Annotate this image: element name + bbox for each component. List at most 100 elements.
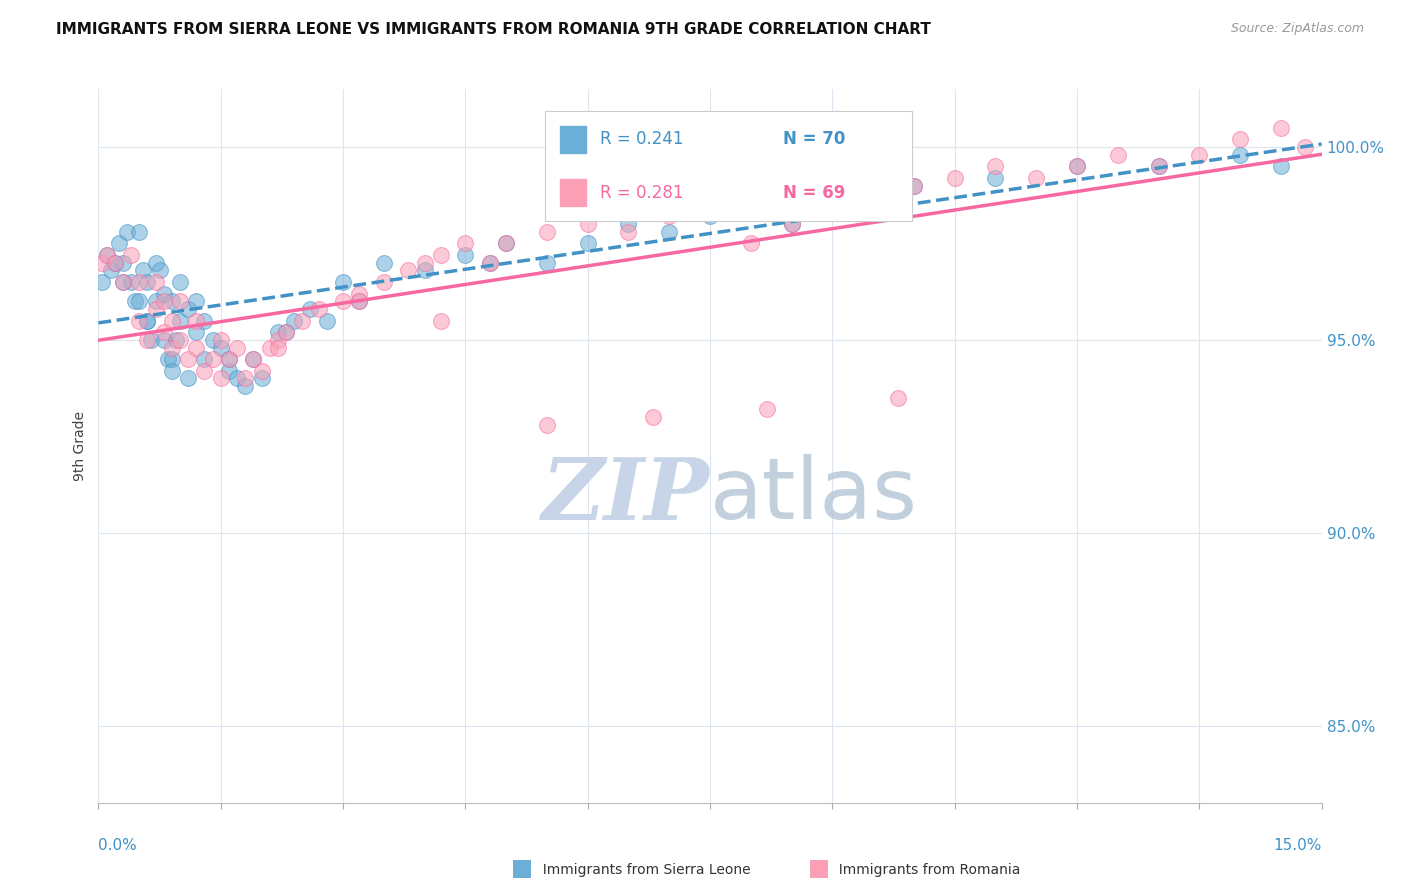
Point bbox=[396, 263, 419, 277]
Point bbox=[259, 341, 281, 355]
Point bbox=[274, 325, 297, 339]
Text: atlas: atlas bbox=[710, 454, 918, 538]
Point bbox=[576, 217, 599, 231]
Point bbox=[169, 294, 191, 309]
Point bbox=[641, 410, 664, 425]
Point bbox=[120, 248, 142, 262]
Point bbox=[430, 248, 453, 262]
Point bbox=[283, 313, 305, 327]
Point bbox=[886, 391, 908, 405]
Point bbox=[576, 236, 599, 251]
Point bbox=[740, 198, 762, 212]
Point bbox=[128, 313, 150, 327]
Point bbox=[132, 263, 155, 277]
Point bbox=[349, 294, 371, 309]
Point bbox=[104, 256, 127, 270]
Point bbox=[821, 198, 844, 212]
Point bbox=[862, 186, 884, 201]
Point bbox=[91, 275, 114, 289]
Text: 15.0%: 15.0% bbox=[1274, 838, 1322, 854]
Text: N = 69: N = 69 bbox=[783, 184, 846, 202]
Point bbox=[169, 333, 191, 347]
Point bbox=[218, 352, 240, 367]
Text: Immigrants from Romania: Immigrants from Romania bbox=[830, 863, 1019, 877]
Point bbox=[943, 170, 966, 185]
Point bbox=[145, 256, 167, 270]
Point bbox=[536, 225, 558, 239]
Point bbox=[1188, 148, 1211, 162]
Point bbox=[903, 178, 925, 193]
Point bbox=[756, 402, 779, 417]
Point bbox=[315, 313, 337, 327]
Point bbox=[115, 225, 138, 239]
Point bbox=[658, 225, 681, 239]
Point bbox=[111, 256, 134, 270]
Point bbox=[984, 170, 1007, 185]
Text: R = 0.281: R = 0.281 bbox=[600, 184, 683, 202]
Point bbox=[1025, 170, 1047, 185]
Point bbox=[136, 333, 159, 347]
Point bbox=[740, 236, 762, 251]
Point bbox=[149, 263, 172, 277]
Text: ZIP: ZIP bbox=[543, 454, 710, 538]
Point bbox=[186, 294, 208, 309]
Point bbox=[128, 294, 150, 309]
Point bbox=[136, 313, 159, 327]
Point bbox=[165, 333, 187, 347]
Point bbox=[454, 248, 477, 262]
Point bbox=[233, 371, 256, 385]
Point bbox=[984, 159, 1007, 173]
Point bbox=[193, 364, 215, 378]
Point bbox=[152, 294, 174, 309]
Point bbox=[160, 313, 183, 327]
Point bbox=[169, 313, 191, 327]
Point bbox=[780, 217, 803, 231]
Point bbox=[209, 333, 232, 347]
Point bbox=[128, 225, 150, 239]
Point bbox=[124, 294, 146, 309]
Point bbox=[1107, 148, 1129, 162]
FancyBboxPatch shape bbox=[546, 111, 912, 221]
Point bbox=[152, 325, 174, 339]
Point bbox=[821, 198, 844, 212]
Point bbox=[267, 341, 290, 355]
Bar bbox=[560, 126, 586, 153]
Point bbox=[862, 186, 884, 201]
Point bbox=[218, 364, 240, 378]
Point bbox=[267, 333, 290, 347]
Point bbox=[332, 275, 354, 289]
Point bbox=[100, 263, 122, 277]
Point bbox=[218, 352, 240, 367]
Point bbox=[495, 236, 517, 251]
Point bbox=[478, 256, 501, 270]
Text: 0.0%: 0.0% bbox=[98, 838, 138, 854]
Text: Source: ZipAtlas.com: Source: ZipAtlas.com bbox=[1230, 22, 1364, 36]
Point bbox=[250, 371, 273, 385]
Point bbox=[145, 294, 167, 309]
Point bbox=[699, 210, 721, 224]
Point bbox=[128, 275, 150, 289]
Point bbox=[201, 333, 224, 347]
Point bbox=[177, 301, 200, 316]
Point bbox=[373, 275, 395, 289]
Point bbox=[108, 236, 131, 251]
Point bbox=[373, 256, 395, 270]
Text: N = 70: N = 70 bbox=[783, 130, 846, 148]
Point bbox=[226, 341, 249, 355]
Point bbox=[152, 286, 174, 301]
Point bbox=[141, 333, 163, 347]
Point bbox=[186, 313, 208, 327]
Point bbox=[1270, 120, 1292, 135]
Point bbox=[291, 313, 314, 327]
Point bbox=[96, 248, 118, 262]
Point bbox=[201, 352, 224, 367]
Point bbox=[111, 275, 134, 289]
Point bbox=[332, 294, 354, 309]
Point bbox=[903, 178, 925, 193]
Point bbox=[536, 417, 558, 432]
Point bbox=[186, 341, 208, 355]
Point bbox=[780, 217, 803, 231]
Point bbox=[299, 301, 322, 316]
Point bbox=[349, 286, 371, 301]
Y-axis label: 9th Grade: 9th Grade bbox=[73, 411, 87, 481]
